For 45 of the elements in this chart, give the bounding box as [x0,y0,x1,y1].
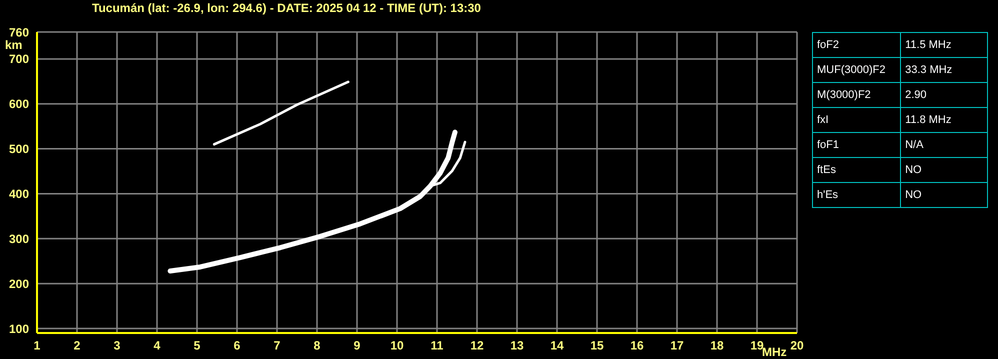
x-tick-label: 14 [550,338,564,353]
y-tick-label: 700 [8,52,30,66]
x-tick-label: 13 [510,338,524,353]
x-tick-label: 19 [750,338,764,353]
y-tick-label: 760 [8,25,30,40]
y-tick-label: 200 [8,276,30,291]
x-tick-label: 1 [34,338,41,353]
text: MUF(3000)F2 [812,58,901,82]
text: fxI [812,108,901,132]
x-tick-label: 2 [74,338,81,353]
text: 11.5 MHz [900,32,988,58]
x-tick-label: 16 [630,338,644,353]
y-tick-label: 600 [8,97,30,112]
x-tick-label: 9 [354,338,361,353]
text: ftEs [812,158,901,182]
text: foF2 [812,32,901,58]
x-tick-label: 15 [590,338,604,353]
x-tick-label: 20 [790,338,804,353]
x-tick-label: 17 [670,338,684,353]
y-tick-label: 500 [8,142,30,156]
text: h'Es [812,182,901,208]
x-tick-label: 8 [314,338,321,353]
x-tick-label: 12 [470,338,484,353]
y-tick-label: 400 [8,186,30,201]
x-tick-label: 18 [710,338,724,353]
text: 11.8 MHz [900,108,988,132]
chart-title: Tucumán (lat: -26.9, lon: 294.6) - DATE: 2025 04 12 - TIME (UT): 13:30 [92,1,481,15]
y-tick-label: 100 [8,322,30,336]
x-tick-label: 6 [234,338,241,353]
x-tick-label: 3 [114,338,121,353]
text: 2.90 [900,82,988,108]
x-tick-label: 5 [194,338,201,353]
text: NO [900,158,988,182]
x-tick-label: 7 [274,338,281,353]
x-tick-label: 4 [154,338,161,353]
x-axis-title: MHz [762,345,787,359]
x-tick-label: 11 [430,338,444,353]
text: N/A [900,132,988,158]
text: NO [900,182,988,208]
x-tick-label: 10 [390,338,404,353]
text: 33.3 MHz [900,58,988,82]
y-tick-label: 300 [8,232,30,246]
y-axis-title: km [5,38,22,52]
text: M(3000)F2 [812,82,901,108]
text: foF1 [812,132,901,158]
